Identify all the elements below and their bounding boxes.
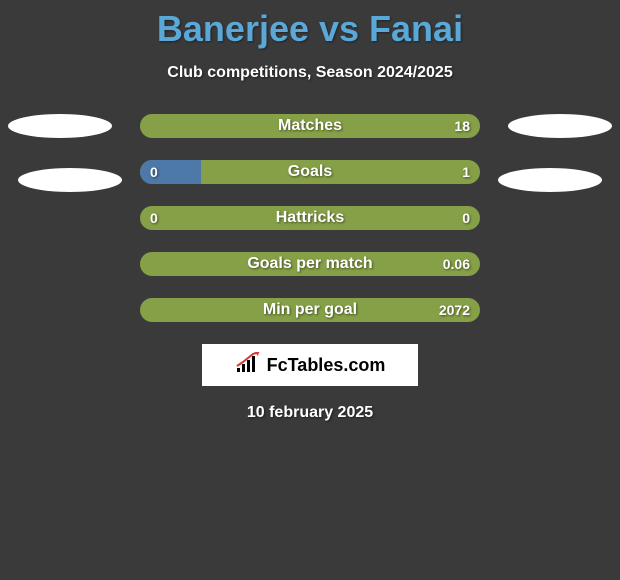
fctables-logo: FcTables.com <box>202 344 418 386</box>
bar-label: Min per goal <box>140 298 480 322</box>
bar-right-value: 2072 <box>439 298 470 322</box>
comparison-chart: Matches 18 0 Goals 1 0 Hattricks 0 Goals… <box>0 114 620 322</box>
bar-row-goals-per-match: Goals per match 0.06 <box>140 252 480 276</box>
bar-right-value: 1 <box>462 160 470 184</box>
page-subtitle: Club competitions, Season 2024/2025 <box>0 64 620 82</box>
chart-rising-icon <box>235 352 263 379</box>
bar-right-value: 0.06 <box>443 252 470 276</box>
bar-right-value: 0 <box>462 206 470 230</box>
team-right-avatar-icon <box>498 168 602 192</box>
bar-right-value: 18 <box>454 114 470 138</box>
bar-label: Matches <box>140 114 480 138</box>
player-left-avatar-icon <box>8 114 112 138</box>
bar-row-min-per-goal: Min per goal 2072 <box>140 298 480 322</box>
page-title: Banerjee vs Fanai <box>0 0 620 50</box>
logo-text: FcTables.com <box>267 355 386 376</box>
team-left-avatar-icon <box>18 168 122 192</box>
bar-row-hattricks: 0 Hattricks 0 <box>140 206 480 230</box>
date-label: 10 february 2025 <box>0 404 620 422</box>
bar-label: Goals <box>140 160 480 184</box>
bar-label: Goals per match <box>140 252 480 276</box>
bar-label: Hattricks <box>140 206 480 230</box>
bar-row-goals: 0 Goals 1 <box>140 160 480 184</box>
player-right-avatar-icon <box>508 114 612 138</box>
bar-row-matches: Matches 18 <box>140 114 480 138</box>
